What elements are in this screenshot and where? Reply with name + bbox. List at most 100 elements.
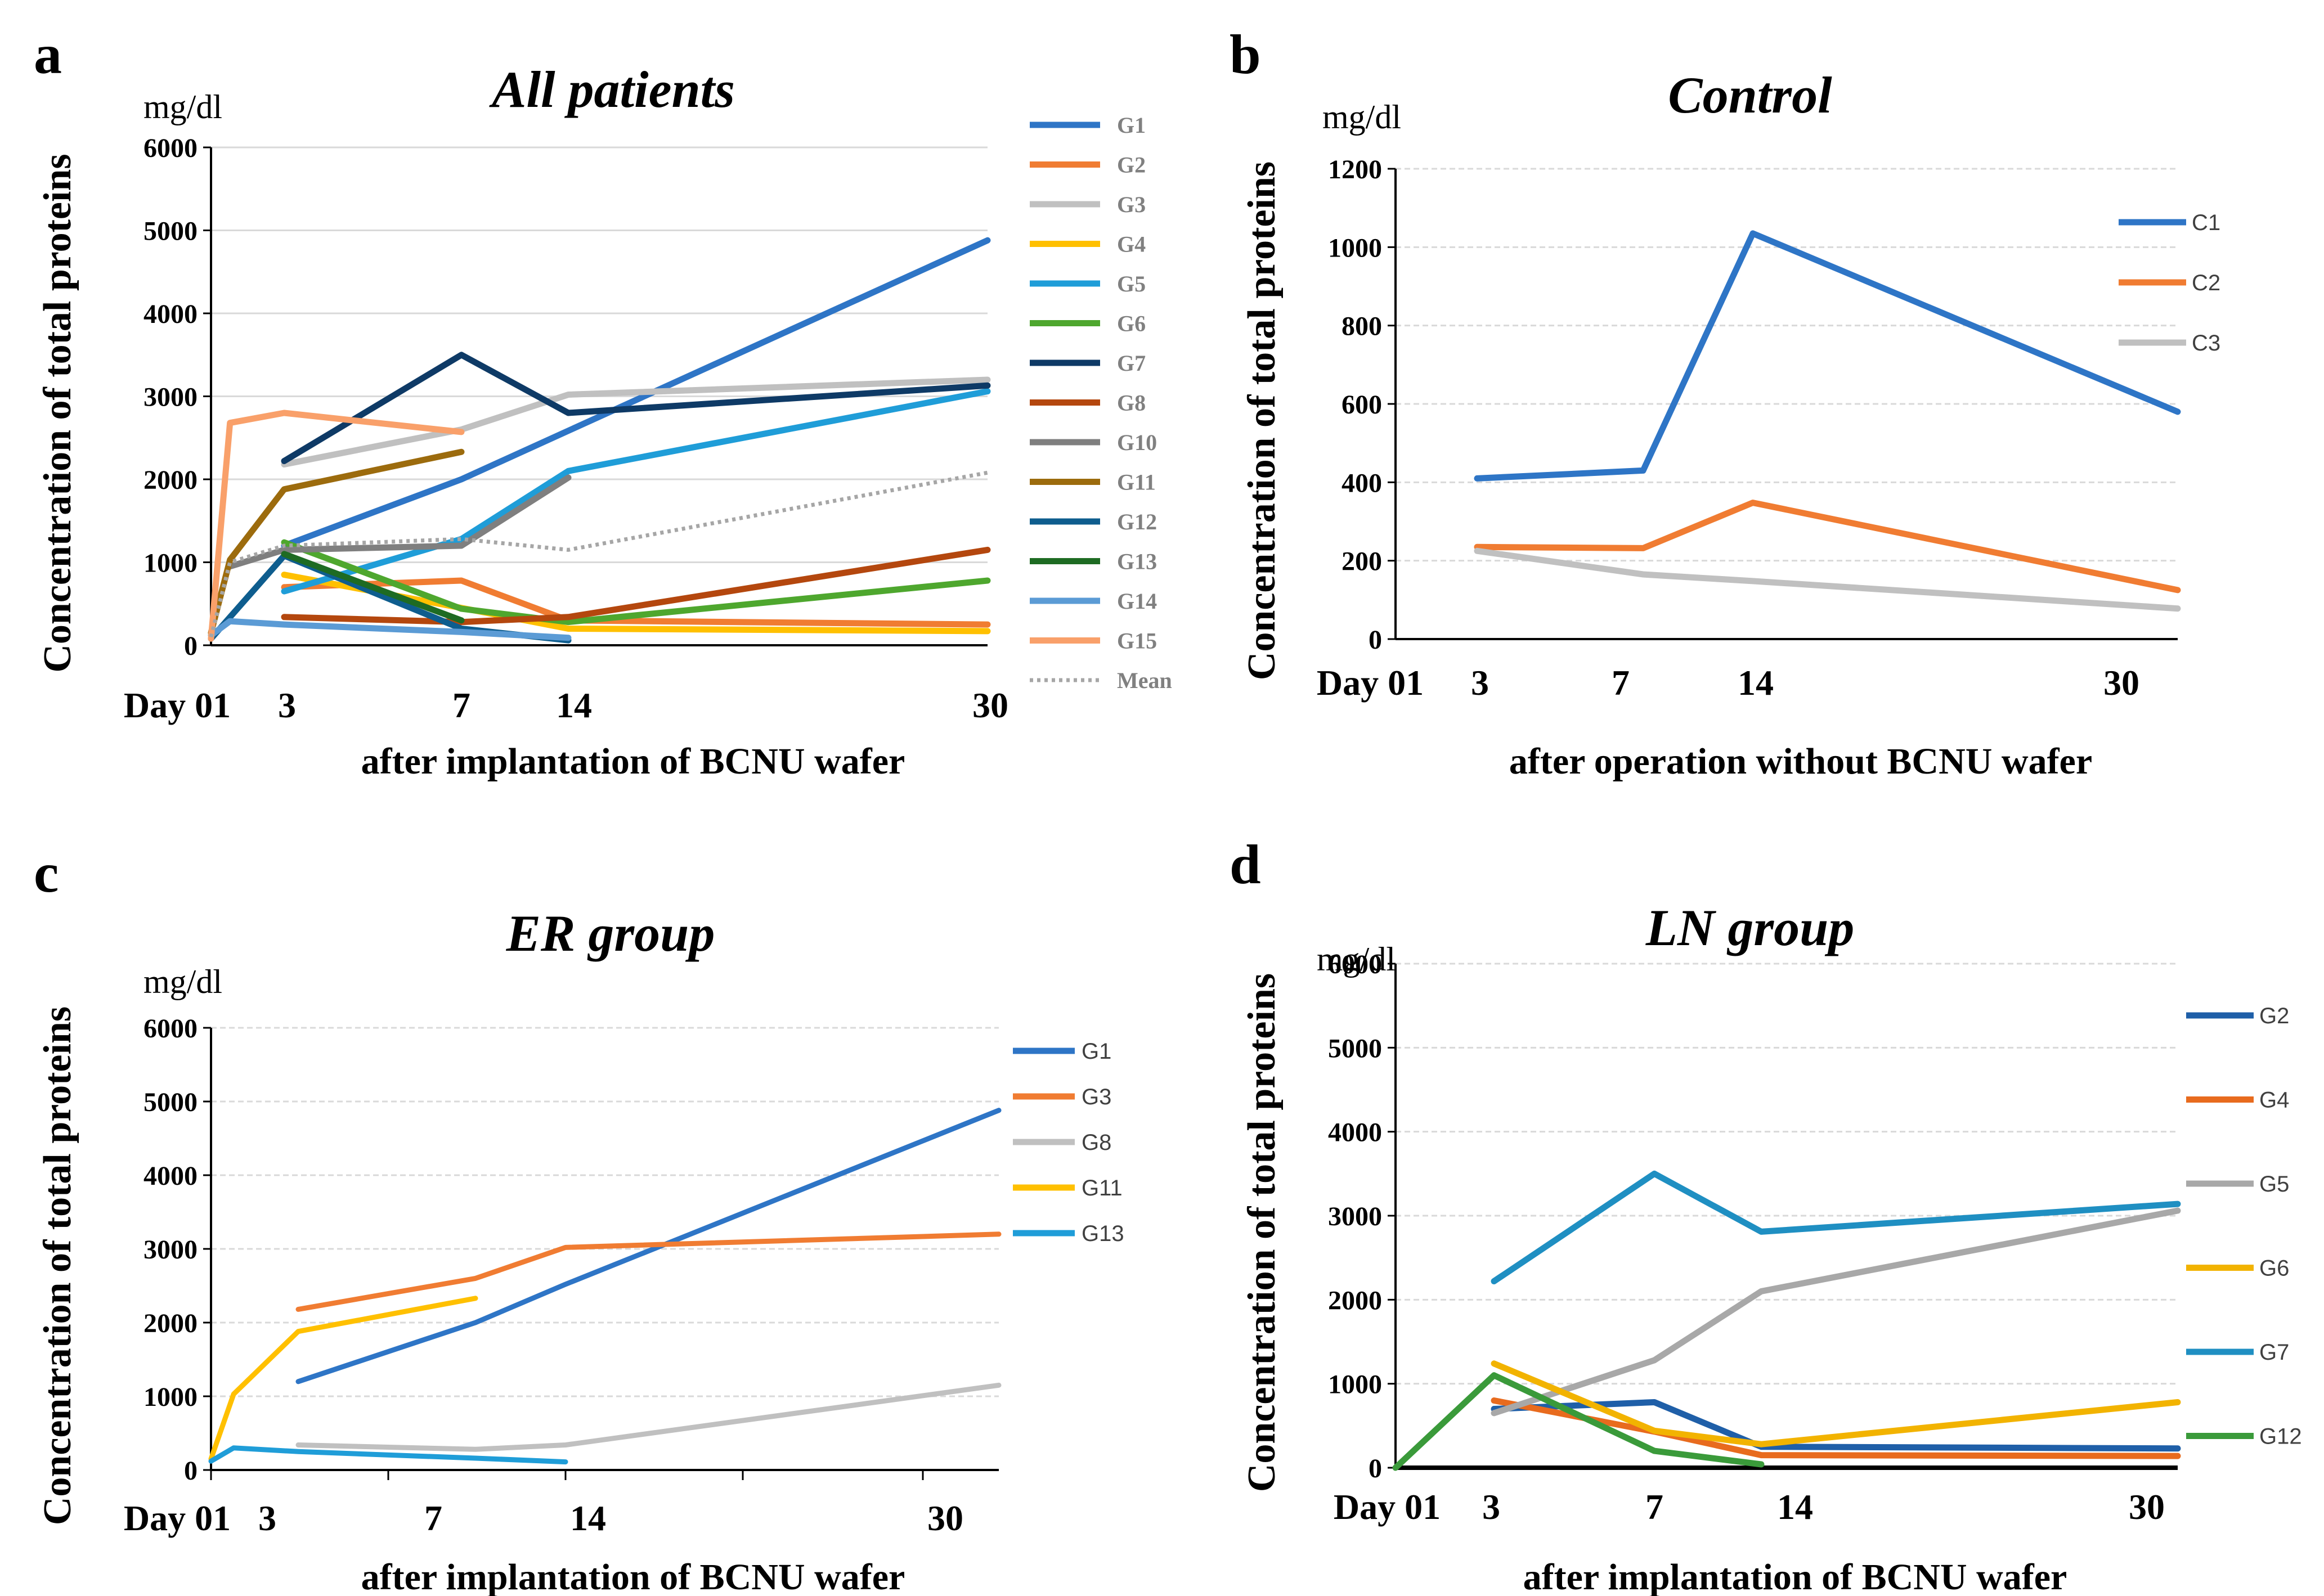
legend-label-g14: G14 <box>1117 588 1157 614</box>
y-tick-label: 1000 <box>143 1382 198 1412</box>
series-line-c2 <box>1474 500 2181 594</box>
legend-label-g1: G1 <box>1117 113 1146 138</box>
y-tick-label: 800 <box>1342 312 1382 341</box>
series-line-g3 <box>295 1231 1002 1312</box>
x-tick-label: 7 <box>452 685 470 725</box>
y-tick-label: 3000 <box>143 383 198 412</box>
x-tick-label: 3 <box>1482 1487 1500 1527</box>
legend-label-g13: G13 <box>1117 549 1157 574</box>
x-axis-label: after operation without BCNU wafer <box>1509 741 2092 782</box>
y-axis-label: Concentration of total proteins <box>36 154 79 672</box>
y-unit-label: mg/dl <box>143 963 222 1000</box>
y-tick-label: 5000 <box>143 217 198 246</box>
legend: G1 G2 G3 G4 G5 G6 G7 G8 G10 G11 G12 G13 G14 G15 Mean <box>1030 113 1172 693</box>
x-tick-label: 14 <box>1738 663 1774 703</box>
x-tick-label: 30 <box>2103 663 2139 703</box>
legend-label-g6: G6 <box>1117 311 1146 336</box>
series-line-g8 <box>281 546 991 626</box>
y-unit-label: mg/dl <box>1317 941 1396 978</box>
panel-letter: a <box>34 23 62 86</box>
chart-title: All patients <box>489 61 735 118</box>
legend-label-g8: G8 <box>1082 1130 1111 1155</box>
series-line-g3 <box>281 376 991 467</box>
y-axis-label: Concentration of total proteins <box>36 1006 79 1525</box>
legend-label-mean: Mean <box>1117 668 1172 693</box>
series-line-g15 <box>208 410 465 642</box>
y-tick-label: 0 <box>184 1456 198 1486</box>
legend-label-g5: G5 <box>1117 271 1146 296</box>
legend-label-g2: G2 <box>2259 1004 2289 1028</box>
y-tick-label: 1000 <box>1328 233 1382 263</box>
y-tick-label: 6000 <box>143 133 198 163</box>
y-tick-label: 0 <box>1369 1454 1382 1483</box>
legend: G1 G3 G8 G11 G13 <box>1013 1039 1124 1246</box>
series-line-g7 <box>281 352 991 464</box>
x-tick-label: 3 <box>258 1498 276 1538</box>
y-tick-label: 0 <box>184 631 198 661</box>
legend-label-c3: C3 <box>2192 331 2220 356</box>
y-unit-label: mg/dl <box>1322 98 1401 136</box>
x-tick-label: 14 <box>570 1498 606 1538</box>
series-line-g5 <box>281 388 991 595</box>
x-axis-label: after implantation of BCNU wafer <box>361 1557 905 1596</box>
legend-label-g8: G8 <box>1117 390 1146 416</box>
series-line-g1 <box>281 237 991 549</box>
legend-label-g11: G11 <box>1117 470 1156 495</box>
series-line-g12 <box>1392 1372 1765 1471</box>
legend-label-g10: G10 <box>1117 430 1157 455</box>
y-tick-label: 4000 <box>143 1161 198 1191</box>
series-line-g2 <box>1491 1399 2181 1452</box>
legend-label-g2: G2 <box>1117 152 1146 178</box>
panel-a: a All patients mg/dl Concentration of total… <box>34 23 1172 782</box>
y-tick-label: 200 <box>1342 547 1382 577</box>
legend-label-g6: G6 <box>2259 1256 2289 1281</box>
y-tick-label: 5000 <box>143 1087 198 1117</box>
chart-title: LN group <box>1645 899 1855 956</box>
legend-label-c1: C1 <box>2192 210 2220 235</box>
x-tick-label: 3 <box>278 685 296 725</box>
x-tick-label: 7 <box>1645 1487 1663 1527</box>
legend-label-g12: G12 <box>1117 509 1157 534</box>
x-tick-label: 14 <box>1777 1487 1813 1527</box>
series-line-g1 <box>295 1108 1002 1384</box>
panel-letter: d <box>1230 833 1261 896</box>
series-line-g10 <box>227 474 572 570</box>
y-tick-label: 2000 <box>1328 1285 1382 1315</box>
legend: G2 G4 G5 G6 G7 G12 <box>2186 1004 2302 1449</box>
y-tick-label: 400 <box>1342 468 1382 498</box>
series-line-g2 <box>281 577 991 628</box>
y-tick-label: 5000 <box>1328 1033 1382 1063</box>
panel-letter: c <box>34 842 59 904</box>
x-tick-label: 3 <box>1471 663 1489 703</box>
y-tick-label: 3000 <box>143 1235 198 1265</box>
x-tick-label: 7 <box>424 1498 442 1538</box>
series-line-c3 <box>1474 547 2181 612</box>
legend: C1 C2 C3 <box>2119 210 2220 356</box>
y-tick-label: 6000 <box>1328 950 1382 979</box>
y-tick-label: 2000 <box>143 1309 198 1338</box>
y-tick-label: 2000 <box>143 465 198 495</box>
series-line-g6 <box>1491 1360 2181 1447</box>
series-line-g11 <box>208 448 465 636</box>
panel-letter: b <box>1230 23 1261 86</box>
panel-b: b Control mg/dl Concentration of total prot… <box>1230 23 2220 782</box>
series-line-mean <box>209 470 988 638</box>
x-tick-label: Day 01 <box>1317 663 1424 703</box>
x-axis-label: after implantation of BCNU wafer <box>1523 1557 2067 1596</box>
x-tick-label: 30 <box>2129 1487 2165 1527</box>
x-tick-label: 7 <box>1612 663 1630 703</box>
chart-title: ER group <box>506 905 715 962</box>
series-line-g11 <box>208 1296 478 1462</box>
series-line-g13 <box>281 551 465 624</box>
legend-label-g4: G4 <box>2259 1088 2289 1113</box>
panel-d: d LN group mg/dl Concentration of total pro… <box>1230 833 2302 1596</box>
y-tick-label: 4000 <box>1328 1118 1382 1148</box>
legend-label-c2: C2 <box>2192 271 2220 295</box>
panel-c: c ER group mg/dl Concentration of total pro… <box>34 842 1124 1596</box>
series-line-g8 <box>295 1382 1002 1452</box>
legend-label-g11: G11 <box>1082 1176 1123 1201</box>
series-line-g5 <box>1491 1207 2181 1417</box>
y-tick-label: 4000 <box>143 299 198 329</box>
